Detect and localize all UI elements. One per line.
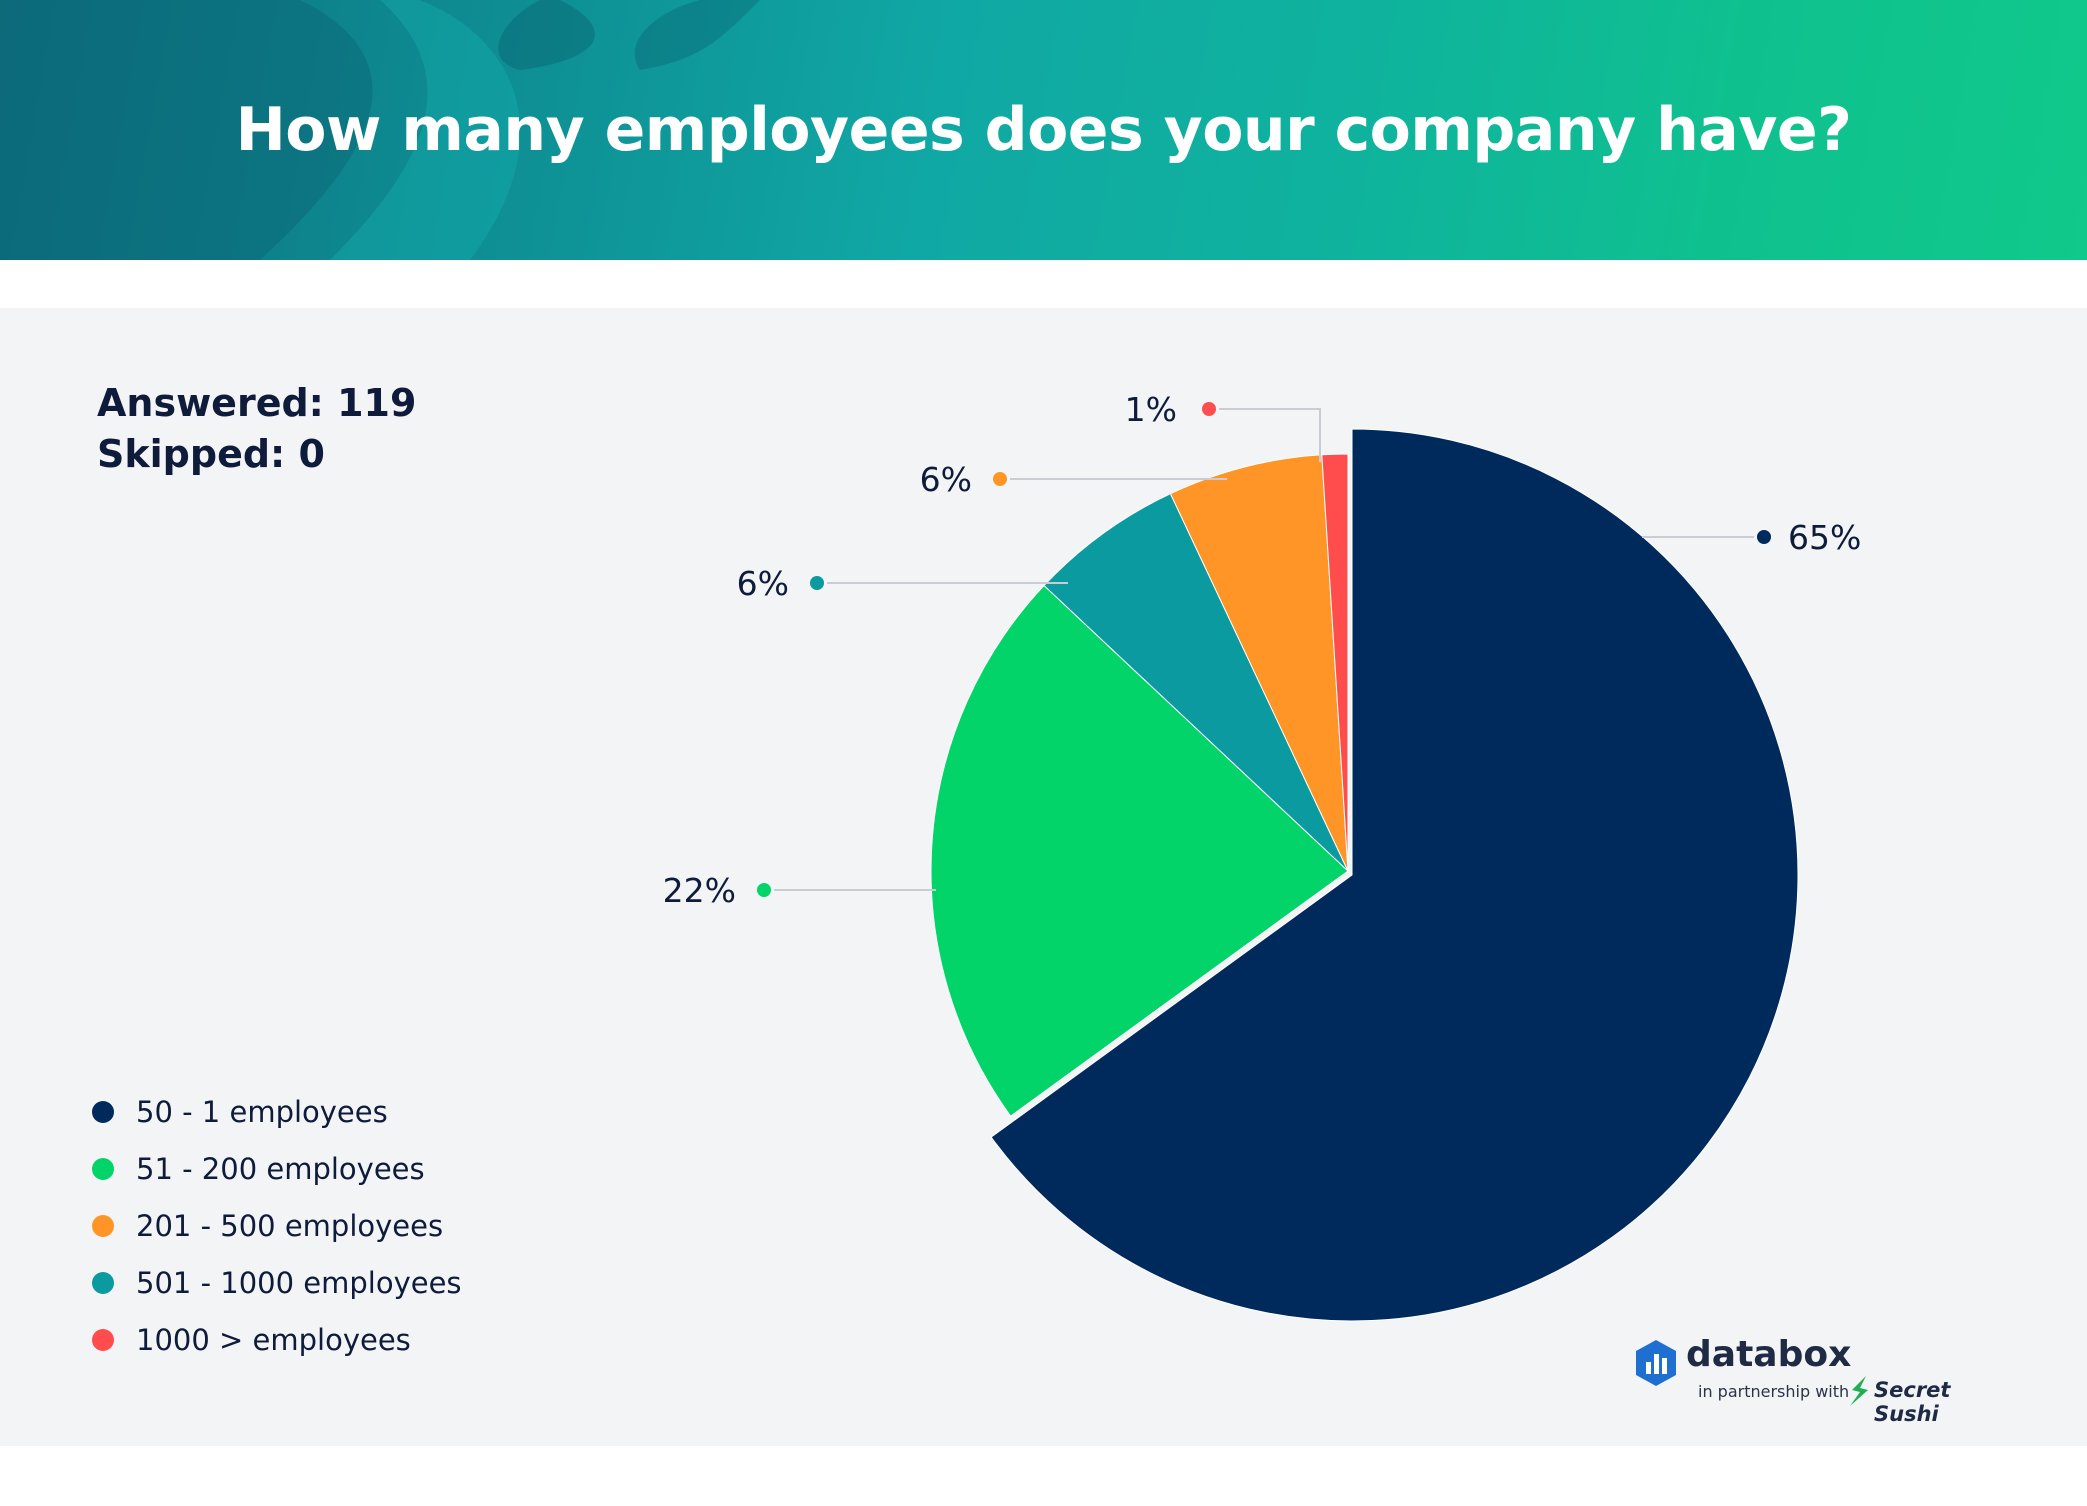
header-banner: How many employees does your company hav… [0, 0, 2087, 260]
pie-slice-3 [1043, 493, 1349, 872]
chart-title: How many employees does your company hav… [235, 95, 1852, 165]
chart-legend: 50 - 1 employees 51 - 200 employees 201 - … [92, 1083, 462, 1368]
data-label-5: 1% [1125, 390, 1177, 429]
legend-item: 501 - 1000 employees [92, 1254, 462, 1311]
answered-count: Answered: 119 [97, 381, 417, 425]
label-marker-1 [1757, 530, 1771, 544]
label-marker-3 [810, 576, 824, 590]
label-marker-5 [1202, 402, 1216, 416]
legend-item: 51 - 200 employees [92, 1140, 462, 1197]
legend-swatch [92, 1328, 114, 1351]
skipped-count: Skipped: 0 [97, 432, 325, 476]
databox-logo-icon [1636, 1340, 1676, 1386]
banner-wave-decoration [0, 0, 760, 260]
legend-swatch [92, 1157, 114, 1180]
legend-swatch [92, 1271, 114, 1294]
databox-logo-text: databox [1686, 1334, 1852, 1375]
legend-label: 51 - 200 employees [136, 1151, 425, 1186]
leader-line-5 [1219, 408, 1321, 462]
legend-label: 1000 > employees [136, 1322, 411, 1357]
label-marker-4 [993, 472, 1007, 486]
pie-slice-5 [1321, 453, 1349, 872]
brand-footer: databox in partnership with Secret Sushi [1634, 1334, 2014, 1426]
label-marker-2 [757, 883, 771, 897]
data-label-2: 22% [663, 871, 736, 910]
pie-slice-4 [1169, 454, 1349, 872]
response-stats: Answered: 119 Skipped: 0 [97, 378, 416, 480]
legend-item: 50 - 1 employees [92, 1083, 462, 1140]
pie-slice-2 [930, 584, 1349, 1117]
legend-label: 201 - 500 employees [136, 1208, 444, 1243]
secret-sushi-logo-icon [1850, 1376, 1868, 1406]
pie-slice-1 [990, 428, 1799, 1322]
legend-label: 50 - 1 employees [136, 1094, 388, 1129]
legend-swatch [92, 1214, 114, 1237]
data-label-1: 65% [1788, 518, 1861, 557]
data-label-4: 6% [920, 460, 972, 499]
legend-label: 501 - 1000 employees [136, 1265, 462, 1300]
data-label-3: 6% [737, 564, 789, 603]
legend-swatch [92, 1100, 114, 1123]
partnership-text: in partnership with [1698, 1382, 1850, 1401]
legend-item: 1000 > employees [92, 1311, 462, 1368]
secret-sushi-logo-text: Secret Sushi [1874, 1378, 1951, 1426]
legend-item: 201 - 500 employees [92, 1197, 462, 1254]
